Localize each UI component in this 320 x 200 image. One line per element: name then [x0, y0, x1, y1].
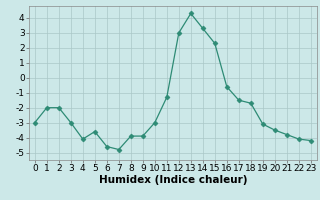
X-axis label: Humidex (Indice chaleur): Humidex (Indice chaleur) [99, 175, 247, 185]
